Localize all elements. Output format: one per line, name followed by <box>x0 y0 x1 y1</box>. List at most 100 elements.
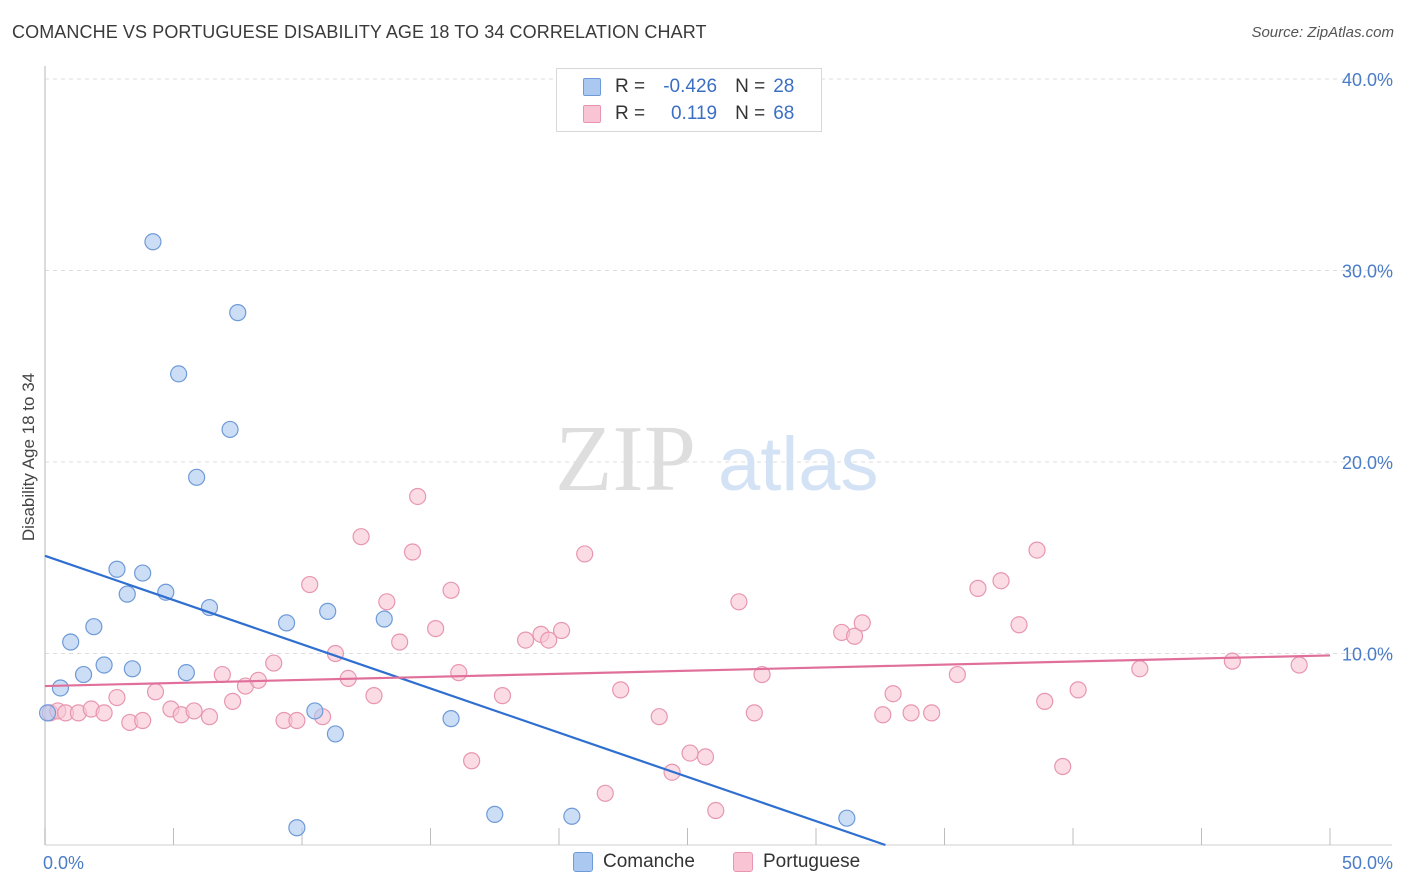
point-portuguese <box>95 704 113 722</box>
point-comanche <box>442 710 460 728</box>
point-portuguese <box>409 487 427 506</box>
legend-n-label: N = <box>735 103 766 124</box>
point-portuguese <box>224 692 242 710</box>
point-portuguese <box>301 575 319 594</box>
point-comanche <box>486 805 504 823</box>
legend-item-portuguese: Portuguese <box>733 851 860 873</box>
point-portuguese <box>884 685 902 703</box>
point-portuguese <box>391 633 409 651</box>
point-comanche <box>85 618 103 636</box>
point-portuguese <box>265 654 283 672</box>
point-comanche <box>170 365 188 383</box>
point-portuguese <box>745 704 763 722</box>
point-portuguese <box>948 665 966 684</box>
point-portuguese <box>365 687 383 705</box>
point-portuguese <box>552 621 571 640</box>
x-tick-label: 50.0% <box>1342 853 1393 873</box>
point-portuguese <box>352 528 370 546</box>
x-tick-labels: 0.0% 50.0% <box>43 853 1393 873</box>
point-portuguese <box>1010 616 1028 634</box>
point-portuguese <box>992 572 1010 590</box>
point-portuguese <box>134 711 152 730</box>
legend-swatch-comanche <box>583 78 601 96</box>
point-portuguese <box>596 784 614 802</box>
point-portuguese <box>516 631 535 649</box>
y-axis-label: Disability Age 18 to 34 <box>19 373 38 541</box>
point-portuguese <box>923 704 941 722</box>
point-comanche <box>108 560 126 578</box>
grid-lines <box>45 78 1392 654</box>
point-portuguese <box>403 543 422 561</box>
point-portuguese <box>730 593 748 611</box>
point-comanche <box>51 679 70 697</box>
point-comanche <box>144 233 162 251</box>
point-portuguese <box>427 620 445 638</box>
chart-title: COMANCHE VS PORTUGUESE DISABILITY AGE 18… <box>12 22 707 42</box>
legend-r-value: 0.119 <box>670 103 718 124</box>
watermark-zip: ZIP <box>555 407 696 511</box>
point-comanche <box>221 420 239 439</box>
point-portuguese <box>902 704 920 722</box>
legend-row-portuguese: R = 0.119 N = 68 <box>583 101 794 127</box>
point-portuguese <box>853 614 871 632</box>
source-label: Source: ZipAtlas.com <box>1251 24 1394 41</box>
point-portuguese <box>1036 692 1054 710</box>
legend-label-portuguese: Portuguese <box>763 851 861 872</box>
point-comanche <box>375 610 393 628</box>
point-comanche <box>118 585 136 603</box>
point-portuguese <box>707 801 725 820</box>
point-comanche <box>123 660 141 678</box>
x-tick-label: 0.0% <box>43 853 84 873</box>
point-portuguese <box>1069 681 1087 699</box>
point-portuguese <box>450 664 468 682</box>
watermark: ZIP atlas <box>555 407 879 511</box>
y-tick-labels: 10.0% 20.0% 30.0% 40.0% <box>1342 70 1393 665</box>
point-comanche <box>134 564 152 582</box>
point-comanche <box>288 819 306 837</box>
watermark-atlas: atlas <box>718 422 879 507</box>
point-portuguese <box>200 708 219 726</box>
point-portuguese <box>969 579 987 597</box>
point-portuguese <box>108 688 126 707</box>
point-portuguese <box>442 581 460 599</box>
legend-n-label: N = <box>735 76 766 97</box>
point-portuguese <box>650 708 668 726</box>
series-comanche <box>38 233 856 837</box>
point-comanche <box>177 664 195 682</box>
legend-row-comanche: R = -0.426 N = 28 <box>583 74 794 100</box>
point-comanche <box>838 809 856 827</box>
legend-n-value: 28 <box>773 76 795 97</box>
trend-line-comanche <box>44 554 886 847</box>
y-tick-label: 10.0% <box>1342 645 1393 665</box>
series-legend: Comanche Portuguese <box>0 851 1406 877</box>
point-comanche <box>319 602 337 620</box>
point-comanche <box>62 633 80 651</box>
point-comanche <box>74 665 93 684</box>
point-portuguese <box>493 687 512 705</box>
point-portuguese <box>753 665 771 684</box>
point-comanche <box>326 725 345 743</box>
legend-r-label: R = <box>615 103 646 124</box>
legend-label-comanche: Comanche <box>603 851 695 872</box>
point-portuguese <box>1131 660 1149 678</box>
point-comanche <box>277 614 296 632</box>
legend-r-value: -0.426 <box>663 76 718 97</box>
point-portuguese <box>146 683 165 701</box>
legend-item-comanche: Comanche <box>573 851 695 873</box>
point-portuguese <box>463 752 481 770</box>
point-portuguese <box>540 631 558 649</box>
point-portuguese <box>845 627 864 645</box>
correlation-legend: R = -0.426 N = 28 R = 0.119 N = 68 <box>556 68 822 132</box>
legend-n-value: 68 <box>773 103 795 124</box>
point-comanche <box>229 304 247 322</box>
point-portuguese <box>378 593 396 611</box>
point-portuguese <box>612 681 630 699</box>
y-tick-label: 30.0% <box>1342 262 1393 282</box>
trend-lines <box>44 554 1331 847</box>
point-comanche <box>38 704 57 722</box>
point-portuguese <box>696 748 715 766</box>
point-portuguese <box>1290 656 1308 674</box>
point-portuguese <box>213 665 231 684</box>
y-tick-label: 40.0% <box>1342 70 1393 90</box>
